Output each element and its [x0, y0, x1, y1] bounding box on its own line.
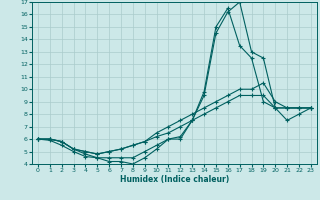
X-axis label: Humidex (Indice chaleur): Humidex (Indice chaleur) [120, 175, 229, 184]
